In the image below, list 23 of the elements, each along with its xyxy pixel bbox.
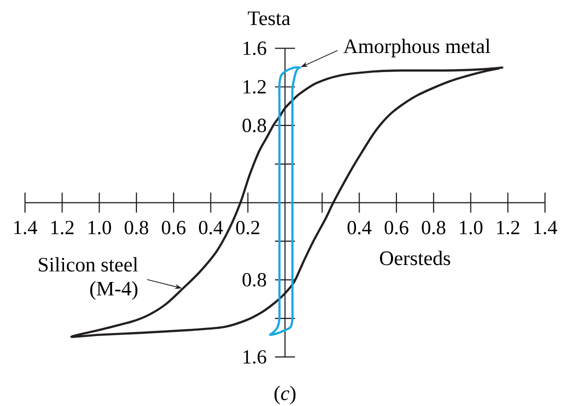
y-tick-label: 1.6 [244,42,266,56]
annotation: Amorphous metal [343,38,490,58]
x-tick-label: 0.6 [384,220,408,234]
x-tick-label: 1.0 [460,220,482,234]
x-tick-label: 1.0 [88,220,112,234]
y-tick-label: 0.8 [242,273,266,287]
y-tick-label: 1.6 [244,350,266,364]
x-tick-label: 1.2 [497,220,520,234]
x-tick-label: 1.2 [51,220,74,234]
x-tick-label: 0.4 [198,220,223,234]
x-tick-label: 1.4 [534,220,558,234]
x-tick-label: 0.8 [422,220,446,234]
text: (c) [274,386,296,404]
y-axis-title: Testa [248,12,290,26]
x-tick-label: 0.6 [162,220,186,234]
x-tick-label: 0.4 [348,220,372,234]
y-tick-label: 0.8 [242,118,266,132]
y-tick-label: 1.2 [244,80,266,94]
x-tick-label: 0.8 [124,220,148,234]
x-axis-title: Oersteds [380,250,450,266]
x-tick-label: 0.2 [236,220,260,234]
x-tick-label: 1.4 [14,220,38,234]
annotation: Silicon steel (M-4) [38,257,138,300]
